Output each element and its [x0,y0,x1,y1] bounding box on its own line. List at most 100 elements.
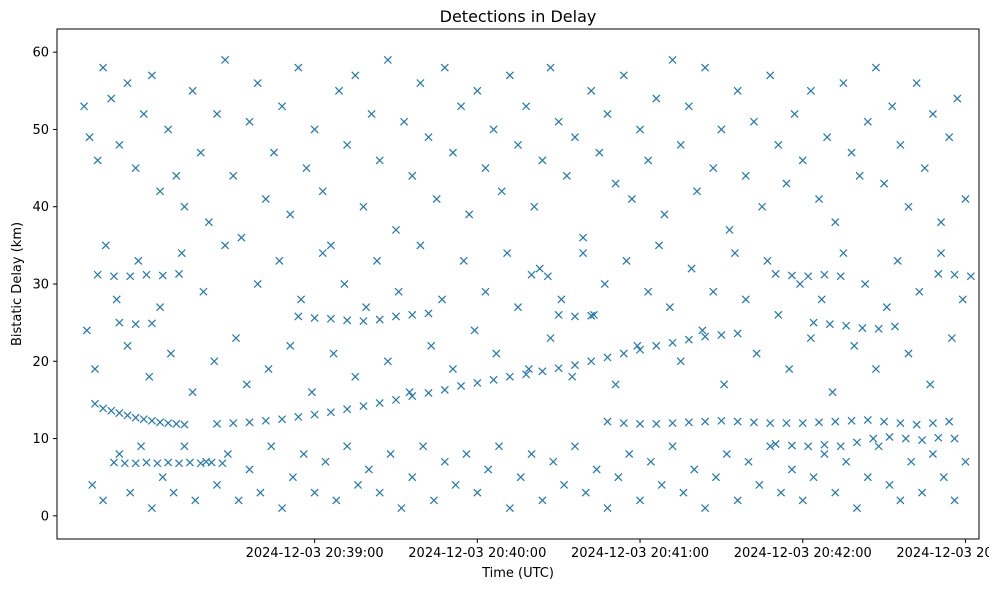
data-point-scattered-detections [386,449,395,459]
data-point-scattered-detections [245,117,254,126]
data-point-scattered-detections [912,79,921,88]
data-point-scattered-detections [169,488,178,497]
data-point-band-9 [852,438,861,447]
data-point-scattered-detections [288,473,297,482]
data-point-scattered-detections [522,102,531,111]
data-point-band-25 [890,322,899,331]
data-point-scattered-detections [882,303,891,312]
data-point-band-31 [836,272,845,281]
data-point-track-1-main [440,385,449,394]
data-point-track-2 [945,417,954,426]
data-point-scattered-detections [546,334,555,343]
data-point-track-1-main [522,370,531,379]
y-axis-ticks: 0 10 20 30 40 50 60 [32,46,57,524]
data-point-track-1-main [554,364,563,373]
data-point-band-25 [809,318,818,327]
chart-title: Detections in Delay [440,7,597,26]
x-tick-label: 2024-12-03 20:41:00 [571,546,709,561]
y-tick-label: 50 [32,123,49,138]
data-point-scattered-detections [204,218,213,227]
y-axis-label: Bistatic Delay (km) [10,222,25,346]
data-point-band-31 [109,272,118,281]
data-point-scattered-detections [928,109,937,119]
data-point-scattered-detections [297,295,306,304]
data-point-band-25 [115,318,124,327]
data-point-scattered-detections [137,442,146,451]
data-point-scattered-detections [603,109,612,119]
data-point-band-25 [554,310,563,319]
data-point-scattered-detections [752,349,761,358]
data-point-scattered-detections [850,341,859,350]
data-point-band-25 [343,316,352,325]
data-point-scattered-detections [644,287,653,296]
data-point-scattered-detections [937,218,946,227]
y-tick-label: 60 [32,46,49,61]
data-point-band-25 [408,310,417,319]
x-axis-ticks: 2024-12-03 20:39:00 2024-12-03 20:40:00 20… [246,539,989,561]
data-point-scattered-detections [147,504,156,513]
data-point-scattered-detections [570,133,579,142]
data-point-scattered-detections [123,341,132,350]
data-point-scattered-detections [896,140,905,149]
data-point-track-2 [782,419,791,428]
data-point-scattered-detections [744,457,753,466]
data-point-scattered-detections [310,488,319,497]
data-point-scattered-detections [459,256,468,265]
data-point-track-1-main [424,388,433,397]
data-point-scattered-detections [538,156,547,165]
data-point-scattered-detections [229,171,238,180]
data-point-scattered-detections [299,449,308,459]
data-point-scattered-detections [451,480,460,489]
data-point-scattered-detections [855,171,864,180]
data-point-scattered-detections [871,63,880,72]
data-point-scattered-detections [90,364,99,374]
data-point-track-1-main [229,419,238,428]
data-point-track-1-main [343,405,352,414]
data-point-track-1-main [408,392,417,401]
data-point-track-1-main [505,372,514,381]
data-point-scattered-detections [462,449,471,459]
data-point-scattered-detections [701,504,710,513]
data-point-scattered-detections [589,310,598,319]
data-point-scattered-detections [668,442,677,451]
data-point-scattered-detections [383,55,392,64]
data-point-scattered-detections [953,94,962,103]
data-point-scattered-detections [652,94,661,103]
data-point-scattered-detections [871,364,880,374]
data-point-band-25 [359,317,368,326]
data-point-scattered-detections [958,295,967,304]
data-point-scattered-detections [709,287,718,296]
data-point-scattered-detections [896,496,905,505]
data-point-scattered-detections [795,279,805,289]
data-point-scattered-detections [657,480,666,489]
data-point-scattered-detections [692,187,702,196]
data-point-scattered-detections [570,442,579,451]
data-point-scattered-detections [806,334,815,343]
data-point-scattered-detections [842,457,851,466]
data-point-band-25 [391,312,400,321]
data-point-scattered-detections [321,457,330,466]
data-point-scattered-detections [904,202,913,211]
data-point-scattered-detections [828,388,837,397]
data-point-scattered-detections [625,449,634,459]
data-point-scattered-detections [351,372,360,381]
data-point-scattered-detections [950,496,959,505]
data-point-scattered-detections [874,442,883,451]
data-point-band-31 [93,270,102,279]
data-point-scattered-detections [448,364,457,374]
data-point-scattered-detections [166,349,175,358]
data-point-scattered-detections [503,249,512,258]
data-point-track-1-early [90,399,99,408]
data-point-scattered-detections [636,496,645,505]
data-point-track-2 [619,419,628,428]
data-point-scattered-detections [690,465,699,474]
data-point-band-9 [771,439,780,448]
data-point-track-2 [896,419,905,428]
data-point-track-1-main [294,412,303,421]
data-point-scattered-detections [595,148,604,157]
data-point-scattered-detections [334,86,344,95]
data-point-scattered-detections [172,171,181,180]
data-point-scattered-detections [961,457,970,466]
data-point-scattered-detections [741,295,750,304]
data-point-scattered-detections [438,295,447,304]
